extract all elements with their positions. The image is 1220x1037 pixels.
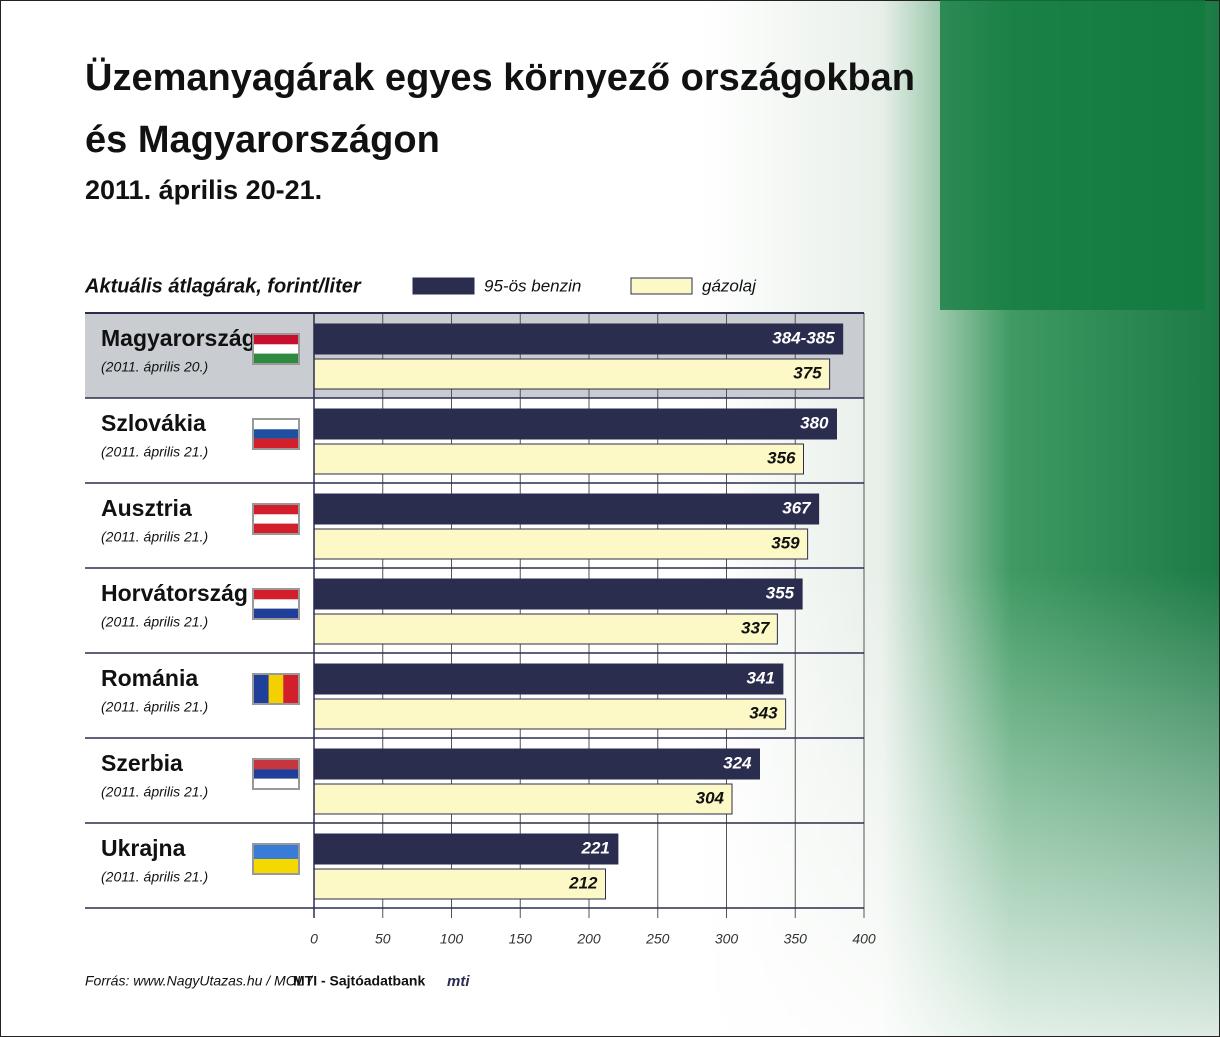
category-note: (2011. április 21.) (101, 699, 208, 715)
flag-stripe (254, 429, 298, 439)
flag-stripe (283, 675, 298, 703)
bar (313, 578, 803, 610)
flag-stripe (254, 514, 298, 524)
category-note: (2011. április 20.) (101, 359, 208, 375)
flag-stripe (254, 335, 298, 345)
flag-stripe (254, 845, 298, 859)
bar (313, 698, 787, 730)
flag-stripe (254, 353, 298, 363)
x-tick-label: 0 (310, 931, 318, 947)
category-label: Ausztria (101, 495, 192, 521)
flag-stripe (254, 438, 298, 448)
flag-stripe (254, 608, 298, 618)
value-label: 324 (723, 753, 752, 772)
source-bold: MTI - Sajtóadatbank (293, 973, 425, 989)
bar (313, 528, 809, 560)
flag-stripe (254, 505, 298, 515)
category-note: (2011. április 21.) (101, 444, 208, 460)
x-tick-label: 350 (784, 931, 808, 947)
value-label: 384-385 (772, 328, 835, 347)
axis-label: Aktuális átlagárak, forint/liter (84, 275, 362, 297)
value-label: 341 (747, 668, 775, 687)
flag-stripe (254, 769, 298, 779)
source: Forrás: www.NagyUtazas.hu / MOL / (85, 973, 314, 989)
x-tick-label: 250 (645, 931, 670, 947)
legend-label: 95-ös benzin (484, 276, 581, 295)
value-label: 355 (766, 583, 795, 602)
bar (313, 833, 619, 865)
flag-stripe (254, 778, 298, 788)
logo: mti (447, 973, 470, 990)
value-label: 359 (771, 533, 800, 552)
category-note: (2011. április 21.) (101, 869, 208, 885)
flag-stripe (254, 675, 269, 703)
flag-stripe (254, 859, 298, 873)
value-label: 380 (800, 413, 829, 432)
flag-stripe (254, 590, 298, 600)
category-label: Horvátország (101, 580, 248, 606)
value-label: 356 (767, 448, 796, 467)
value-label: 337 (741, 618, 771, 637)
x-tick-label: 100 (440, 931, 464, 947)
value-label: 367 (782, 498, 812, 517)
category-note: (2011. április 21.) (101, 614, 208, 630)
legend-swatch (630, 277, 693, 295)
category-note: (2011. április 21.) (101, 784, 208, 800)
value-label: 221 (581, 838, 610, 857)
flag-stripe (254, 760, 298, 770)
bar (313, 443, 804, 475)
flag-stripe (254, 523, 298, 533)
bar (313, 613, 778, 645)
category-label: Ukrajna (101, 835, 186, 861)
chart-title: és Magyarországon (85, 119, 440, 161)
category-note: (2011. április 21.) (101, 529, 208, 545)
bar (313, 748, 760, 780)
x-tick-label: 150 (509, 931, 533, 947)
category-label: Románia (101, 665, 198, 691)
value-label: 212 (568, 873, 598, 892)
bar (313, 323, 844, 355)
category-label: Magyarország (101, 325, 256, 351)
bar (313, 358, 831, 390)
bar (313, 783, 733, 815)
legend-label: gázolaj (702, 276, 757, 295)
x-tick-label: 400 (852, 931, 876, 947)
x-tick-label: 200 (576, 931, 601, 947)
value-label: 304 (696, 788, 725, 807)
flag-stripe (254, 344, 298, 354)
chart-title: Üzemanyagárak egyes környező országokban (85, 56, 915, 99)
bar (313, 493, 820, 525)
category-label: Szerbia (101, 750, 183, 776)
flag-stripe (254, 420, 298, 430)
chart-subtitle: 2011. április 20-21. (85, 175, 322, 205)
bar (313, 663, 784, 695)
category-label: Szlovákia (101, 410, 206, 436)
flag-stripe (254, 599, 298, 609)
value-label: 375 (793, 363, 822, 382)
bar (313, 868, 606, 900)
flag-stripe (268, 675, 284, 703)
bar (313, 408, 837, 440)
x-tick-label: 50 (375, 931, 391, 947)
x-tick-label: 300 (715, 931, 739, 947)
value-label: 343 (749, 703, 778, 722)
legend-swatch (412, 277, 475, 295)
